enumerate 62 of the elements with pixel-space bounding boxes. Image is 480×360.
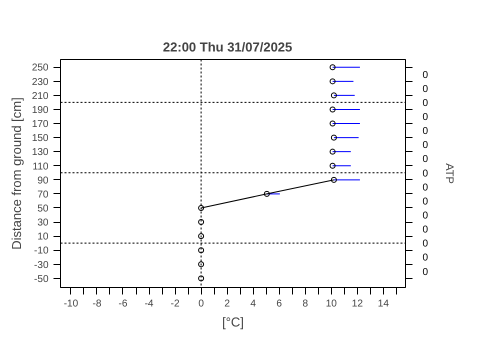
point xyxy=(330,64,336,70)
y-tick-label: 210 xyxy=(32,90,49,102)
y-tick-label: -30 xyxy=(34,260,49,271)
point xyxy=(330,120,336,127)
point xyxy=(198,261,204,268)
point xyxy=(330,148,336,155)
point xyxy=(198,275,204,282)
y2-axis-title: ATP xyxy=(443,163,456,184)
y-tick-label: 170 xyxy=(32,119,49,130)
y-axis-title: Distance from ground [cm] xyxy=(8,97,24,250)
point xyxy=(198,233,204,240)
x-tick-label: 10 xyxy=(326,298,338,310)
x-tick-label: 12 xyxy=(352,298,364,310)
x-tick-label: 0 xyxy=(198,298,204,310)
point xyxy=(330,78,336,84)
text: 0 xyxy=(422,182,428,194)
chart-title: 22:00 Thu 31/07/2025 xyxy=(162,40,292,54)
point xyxy=(330,106,336,112)
y-tick-label: 70 xyxy=(37,189,49,200)
text: 0 xyxy=(422,126,428,138)
point xyxy=(330,162,336,169)
text: 0 xyxy=(422,168,428,180)
y-tick-label: 90 xyxy=(37,175,49,186)
point xyxy=(198,247,204,254)
y-tick-label: 110 xyxy=(32,161,49,172)
text: 0 xyxy=(422,154,428,166)
y-tick-label: 50 xyxy=(37,203,49,214)
x-tick-label: 2 xyxy=(224,298,230,310)
x-axis-title: [°C] xyxy=(222,314,244,330)
x-tick-label: -8 xyxy=(92,298,102,310)
point xyxy=(264,190,270,197)
x-tick-label: 8 xyxy=(302,298,308,310)
x-tick-label: 14 xyxy=(378,298,390,310)
y-tick-label: 190 xyxy=(32,104,49,116)
y-tick-label: 150 xyxy=(32,133,49,144)
y-tick-label: 250 xyxy=(32,62,49,74)
x-tick-label: -2 xyxy=(170,298,180,310)
y-tick-label: 30 xyxy=(37,218,49,229)
point xyxy=(330,134,337,141)
text: 0 xyxy=(422,252,428,264)
text: 0 xyxy=(422,224,428,236)
point xyxy=(198,219,204,226)
y-tick-label: -10 xyxy=(34,246,49,257)
x-tick-label: -10 xyxy=(64,298,79,310)
text: 0 xyxy=(422,98,428,109)
text: 0 xyxy=(422,140,428,152)
text: 0 xyxy=(422,70,428,81)
x-tick-label: -6 xyxy=(118,298,128,310)
x-tick-label: 6 xyxy=(276,298,282,310)
point xyxy=(330,92,337,98)
text: 0 xyxy=(422,84,428,95)
x-tick-label: 4 xyxy=(250,298,256,310)
text: 0 xyxy=(422,238,428,250)
x-tick-label: -4 xyxy=(144,298,154,310)
text: 0 xyxy=(422,266,428,278)
y-tick-label: 230 xyxy=(32,76,49,88)
y-tick-label: -50 xyxy=(34,274,49,285)
text: 0 xyxy=(422,112,428,123)
text: 0 xyxy=(422,210,428,222)
y-tick-label: 130 xyxy=(32,147,49,158)
text: 0 xyxy=(422,196,428,208)
y-tick-label: 10 xyxy=(37,232,49,243)
